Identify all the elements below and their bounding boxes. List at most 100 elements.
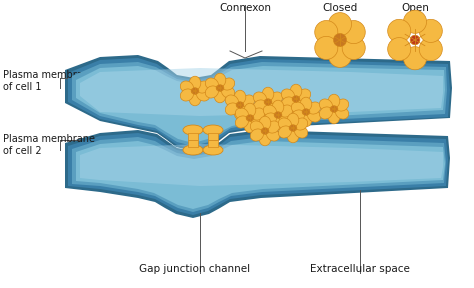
Ellipse shape bbox=[388, 37, 411, 61]
Ellipse shape bbox=[225, 103, 238, 115]
Ellipse shape bbox=[290, 100, 302, 114]
Polygon shape bbox=[188, 133, 198, 140]
Ellipse shape bbox=[328, 94, 340, 108]
Ellipse shape bbox=[264, 105, 276, 117]
Text: Plasma membrane
of cell 1: Plasma membrane of cell 1 bbox=[3, 70, 95, 92]
Ellipse shape bbox=[221, 78, 235, 90]
Text: Closed: Closed bbox=[322, 3, 357, 13]
Ellipse shape bbox=[236, 102, 244, 108]
Polygon shape bbox=[208, 140, 218, 147]
Polygon shape bbox=[80, 68, 443, 116]
Ellipse shape bbox=[253, 92, 266, 104]
Ellipse shape bbox=[315, 20, 338, 43]
Ellipse shape bbox=[261, 128, 269, 134]
Ellipse shape bbox=[266, 121, 280, 133]
Ellipse shape bbox=[270, 92, 283, 104]
Ellipse shape bbox=[292, 110, 304, 122]
Ellipse shape bbox=[197, 81, 210, 93]
Ellipse shape bbox=[319, 99, 332, 111]
Ellipse shape bbox=[205, 86, 219, 98]
Ellipse shape bbox=[328, 44, 352, 67]
Ellipse shape bbox=[270, 100, 283, 112]
Ellipse shape bbox=[203, 145, 223, 155]
Ellipse shape bbox=[250, 121, 264, 133]
Ellipse shape bbox=[197, 89, 210, 101]
Ellipse shape bbox=[330, 106, 338, 112]
Ellipse shape bbox=[244, 103, 256, 117]
Ellipse shape bbox=[214, 89, 226, 103]
Ellipse shape bbox=[298, 97, 310, 109]
Ellipse shape bbox=[319, 107, 332, 119]
Ellipse shape bbox=[289, 125, 297, 131]
Ellipse shape bbox=[292, 102, 304, 114]
Ellipse shape bbox=[274, 112, 282, 118]
Ellipse shape bbox=[403, 10, 427, 33]
Ellipse shape bbox=[191, 88, 199, 94]
Ellipse shape bbox=[246, 115, 254, 121]
Ellipse shape bbox=[221, 86, 235, 98]
Ellipse shape bbox=[315, 36, 338, 59]
Ellipse shape bbox=[336, 107, 349, 119]
Ellipse shape bbox=[294, 126, 308, 138]
Ellipse shape bbox=[308, 110, 321, 122]
Ellipse shape bbox=[300, 97, 312, 111]
Ellipse shape bbox=[266, 129, 280, 141]
Ellipse shape bbox=[225, 95, 238, 107]
Ellipse shape bbox=[183, 125, 203, 135]
Ellipse shape bbox=[281, 89, 294, 101]
Ellipse shape bbox=[214, 73, 226, 87]
Ellipse shape bbox=[252, 116, 264, 128]
Polygon shape bbox=[208, 133, 218, 140]
Ellipse shape bbox=[292, 96, 300, 102]
Polygon shape bbox=[80, 144, 443, 186]
Ellipse shape bbox=[281, 97, 294, 109]
Ellipse shape bbox=[419, 37, 442, 61]
Ellipse shape bbox=[264, 99, 272, 105]
Ellipse shape bbox=[234, 106, 246, 120]
Ellipse shape bbox=[262, 87, 274, 101]
Ellipse shape bbox=[183, 145, 203, 155]
Ellipse shape bbox=[180, 89, 193, 101]
Ellipse shape bbox=[203, 125, 223, 135]
Text: Extracellular space: Extracellular space bbox=[310, 264, 410, 274]
Ellipse shape bbox=[333, 33, 346, 47]
Ellipse shape bbox=[272, 100, 284, 114]
Ellipse shape bbox=[234, 90, 246, 104]
Ellipse shape bbox=[244, 119, 256, 133]
Ellipse shape bbox=[298, 89, 310, 101]
Ellipse shape bbox=[180, 81, 193, 93]
Ellipse shape bbox=[302, 109, 310, 115]
Ellipse shape bbox=[189, 76, 201, 90]
Ellipse shape bbox=[272, 116, 284, 130]
Ellipse shape bbox=[342, 36, 365, 59]
Ellipse shape bbox=[235, 108, 248, 120]
Ellipse shape bbox=[328, 110, 340, 124]
Ellipse shape bbox=[253, 100, 266, 112]
Ellipse shape bbox=[252, 108, 264, 120]
Ellipse shape bbox=[328, 13, 352, 36]
Ellipse shape bbox=[294, 118, 308, 130]
Polygon shape bbox=[76, 141, 445, 209]
Ellipse shape bbox=[278, 118, 292, 130]
Polygon shape bbox=[65, 55, 452, 151]
Polygon shape bbox=[68, 133, 448, 215]
Ellipse shape bbox=[264, 113, 276, 125]
Ellipse shape bbox=[278, 126, 292, 138]
Ellipse shape bbox=[403, 47, 427, 70]
Ellipse shape bbox=[262, 103, 274, 117]
Ellipse shape bbox=[300, 113, 312, 127]
Ellipse shape bbox=[336, 99, 349, 111]
Ellipse shape bbox=[235, 116, 248, 128]
Polygon shape bbox=[188, 140, 198, 147]
Ellipse shape bbox=[205, 78, 219, 90]
Ellipse shape bbox=[250, 129, 264, 141]
Polygon shape bbox=[72, 137, 446, 212]
Ellipse shape bbox=[259, 116, 271, 130]
Polygon shape bbox=[72, 62, 447, 146]
Ellipse shape bbox=[388, 19, 411, 42]
Ellipse shape bbox=[216, 85, 224, 91]
Ellipse shape bbox=[290, 84, 302, 98]
Text: Open: Open bbox=[401, 3, 429, 13]
Ellipse shape bbox=[342, 20, 365, 43]
Ellipse shape bbox=[259, 132, 271, 146]
